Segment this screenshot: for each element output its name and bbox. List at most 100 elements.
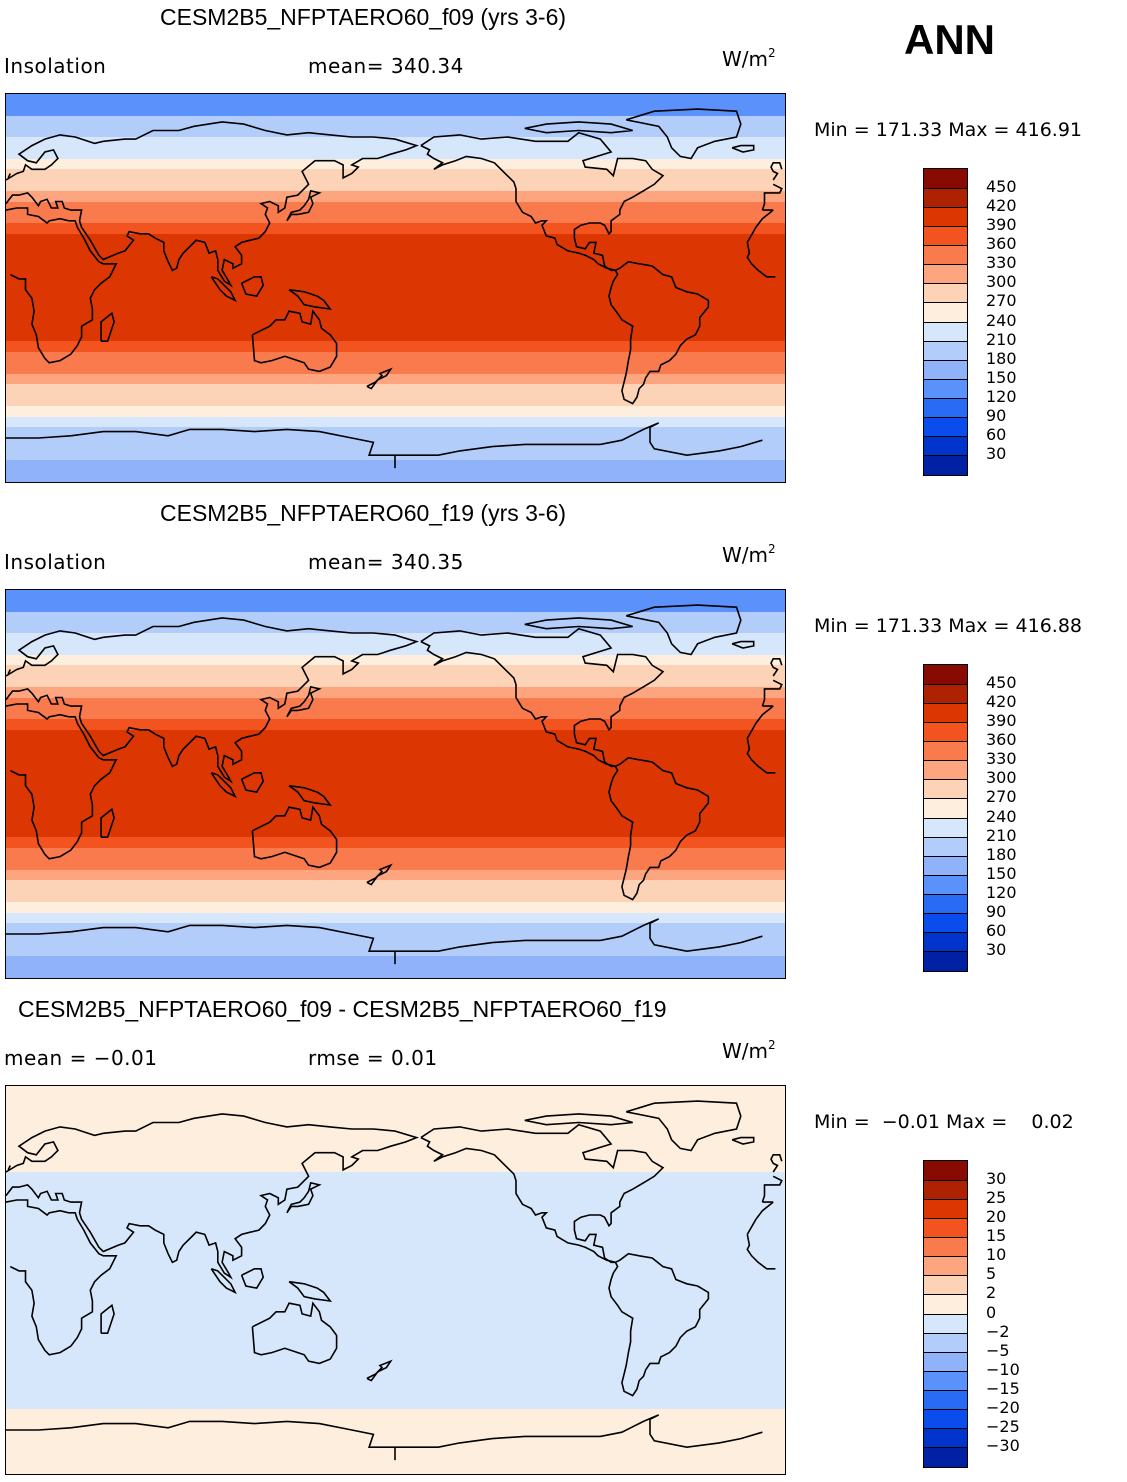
coast-uk <box>7 658 783 677</box>
coast-new-guinea <box>288 1280 333 1303</box>
colorbar-box <box>924 1446 967 1467</box>
colorbar-box <box>924 283 967 303</box>
panel-1-title: CESM2B5_NFPTAERO60_f09 (yrs 3-6) <box>160 4 567 30</box>
colorbar-tick-label: 5 <box>986 1264 997 1284</box>
panel-2-units: W/m2 <box>722 542 776 567</box>
lat-band <box>6 233 785 342</box>
coast-arctic-islands <box>524 121 633 134</box>
coast-eurasia <box>6 617 783 784</box>
colorbar-box <box>924 931 967 952</box>
lat-band <box>6 869 785 881</box>
coast-japan <box>286 685 322 718</box>
colorbar-box <box>924 779 967 799</box>
lat-band <box>6 137 785 160</box>
colorbar-tick-label: 25 <box>986 1188 1007 1208</box>
coast-greenland <box>625 108 742 160</box>
panel-3-map <box>5 1085 786 1475</box>
colorbar-tick-label: 210 <box>986 825 1017 845</box>
colorbar-tick-label: 90 <box>986 405 1007 425</box>
colorbar-box <box>924 1332 967 1353</box>
lat-band <box>6 665 785 688</box>
colorbar-tick-label: −5 <box>986 1340 1010 1360</box>
lat-band <box>6 169 785 192</box>
coast-greenland <box>625 604 742 656</box>
coast-sumatra <box>210 772 237 799</box>
colorbar-tick-label: 2 <box>986 1283 997 1303</box>
colorbar-box <box>924 1180 967 1200</box>
colorbar-box <box>924 874 967 895</box>
coast-sumatra <box>210 276 237 303</box>
colorbar-box <box>924 169 967 189</box>
coast-africa <box>6 207 776 364</box>
colorbar-box <box>924 741 967 761</box>
colorbar-tick-label: 60 <box>986 920 1007 940</box>
colorbar-tick-label: 270 <box>986 787 1017 807</box>
colorbar-box <box>924 416 967 437</box>
season-label: ANN <box>904 16 995 63</box>
colorbar-box <box>924 798 967 818</box>
colorbar-tick-label: 270 <box>986 291 1017 311</box>
colorbar-tick-label: 420 <box>986 692 1017 712</box>
colorbar-tick-label: −10 <box>986 1359 1020 1379</box>
colorbar-box <box>924 188 967 208</box>
coast-north-america <box>420 627 665 768</box>
lat-band <box>6 1086 785 1173</box>
colorbar-tick-label: −30 <box>986 1435 1020 1455</box>
lat-band <box>6 190 785 203</box>
lat-band <box>6 912 785 924</box>
coast-australia <box>251 805 338 869</box>
panel-3-colorbar <box>923 1160 968 1468</box>
colorbar-tick-label: 20 <box>986 1207 1007 1227</box>
colorbar-tick-label: 450 <box>986 177 1017 197</box>
colorbar-tick-label: 180 <box>986 844 1017 864</box>
coastlines <box>6 1100 783 1461</box>
colorbar-box <box>924 760 967 780</box>
colorbar-tick-label: 30 <box>986 1169 1007 1189</box>
coast-japan <box>286 189 322 222</box>
panel-3-rmse: rmse = 0.01 <box>308 1046 438 1070</box>
panel-2-title: CESM2B5_NFPTAERO60_f19 (yrs 3-6) <box>160 500 567 526</box>
lat-band <box>6 686 785 699</box>
colorbar-tick-label: 360 <box>986 730 1017 750</box>
lat-band <box>6 955 785 978</box>
coast-south-america <box>608 756 710 901</box>
colorbar-tick-label: 360 <box>986 234 1017 254</box>
panel-2-mean: mean= 340.35 <box>308 550 464 574</box>
colorbar-tick-label: 210 <box>986 329 1017 349</box>
coast-australia <box>251 1301 338 1365</box>
coast-borneo <box>240 772 265 793</box>
coast-eurasia <box>6 1113 783 1280</box>
coast-south-america <box>608 1252 710 1397</box>
panel-2-colorbar <box>923 664 968 972</box>
colorbar-box <box>924 245 967 265</box>
panel-1-units: W/m2 <box>722 46 776 71</box>
lat-band <box>6 416 785 428</box>
coast-new-zealand <box>366 863 393 886</box>
colorbar-box <box>924 1370 967 1391</box>
lat-band <box>6 352 785 375</box>
colorbar-box <box>924 665 967 685</box>
colorbar-box <box>924 1275 967 1295</box>
coast-madagascar <box>100 807 115 838</box>
coast-arctic-islands <box>524 1113 633 1126</box>
coast-eurasia <box>6 121 783 288</box>
colorbar-box <box>924 912 967 933</box>
panel-1-variable: Insolation <box>4 54 107 78</box>
coast-antarctica <box>6 1414 763 1461</box>
colorbar-tick-label: 240 <box>986 310 1017 330</box>
colorbar-box <box>924 684 967 704</box>
colorbar-tick-label: 180 <box>986 348 1017 368</box>
coast-australia <box>251 309 338 373</box>
coast-south-america <box>608 260 710 405</box>
coast-madagascar <box>100 311 115 342</box>
coast-uk <box>7 1154 783 1173</box>
lat-band <box>6 590 785 613</box>
coastlines <box>6 604 783 965</box>
coast-new-zealand <box>366 1359 393 1382</box>
colorbar-tick-label: 390 <box>986 215 1017 235</box>
panel-2-map <box>5 589 786 979</box>
coast-borneo <box>240 1268 265 1289</box>
colorbar-box <box>924 1351 967 1372</box>
colorbar-tick-label: 0 <box>986 1302 997 1322</box>
lat-band <box>6 201 785 224</box>
